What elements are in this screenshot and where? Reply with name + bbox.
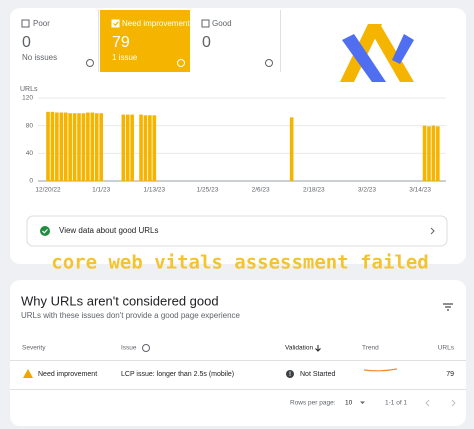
x-tick-label: 3/2/23 <box>358 187 376 194</box>
bar <box>63 112 68 181</box>
bar <box>46 111 50 181</box>
rows-per-page-label: Rows per page: <box>290 400 336 407</box>
bar <box>77 113 81 181</box>
column-header[interactable]: Trend <box>362 345 379 352</box>
check <box>42 228 48 234</box>
bar <box>81 113 86 181</box>
rows-per-page[interactable]: 10 <box>345 400 353 407</box>
bar <box>86 112 90 181</box>
section-title: Why URLs aren't considered good <box>21 293 219 308</box>
sort-arrow <box>315 345 321 352</box>
tab-detail: No issues <box>22 53 57 62</box>
bar <box>431 125 436 181</box>
dropdown-caret <box>360 401 365 404</box>
bar <box>121 114 126 181</box>
x-tick-label: 2/18/23 <box>303 187 325 194</box>
x-tick-label: 12/20/22 <box>35 187 61 194</box>
issue[interactable]: LCP issue: longer than 2.5s (mobile) <box>121 371 234 378</box>
column-header[interactable]: Validation <box>285 345 313 352</box>
status-icon-glyph: ! <box>289 372 291 378</box>
bar <box>152 115 157 181</box>
bar <box>422 125 427 181</box>
tab-count: 79 <box>112 34 130 51</box>
chart: URLs 0 40 80 120 12/20/22 1/1/23 1/13/23 1/25/2… <box>20 86 446 194</box>
bar <box>59 112 64 181</box>
trend-line <box>363 368 398 372</box>
tab-label: Good <box>212 19 232 28</box>
bar <box>148 115 152 181</box>
y-tick-label: 40 <box>26 150 34 157</box>
bar <box>50 111 55 181</box>
check-icon <box>40 226 50 236</box>
bar <box>125 114 130 181</box>
chevron <box>430 227 435 235</box>
x-tick-label: 1/13/23 <box>143 187 165 194</box>
status-icon <box>286 370 294 378</box>
y-tick-label: 0 <box>29 178 33 185</box>
column-header[interactable]: Severity <box>22 345 46 352</box>
help-icon[interactable] <box>86 59 94 67</box>
bar <box>99 113 103 181</box>
bar <box>94 113 99 181</box>
x-tick-label: 1/1/23 <box>92 187 110 194</box>
url-count: 79 <box>446 371 454 378</box>
bar <box>139 114 143 181</box>
validation: Not Started <box>300 371 336 378</box>
help-icon[interactable] <box>177 59 185 67</box>
help-icon[interactable] <box>265 59 273 67</box>
x-tick-label: 2/6/23 <box>252 187 270 194</box>
tab-label: Need improvement <box>122 19 190 28</box>
bar <box>143 115 148 181</box>
good-urls-link[interactable] <box>26 215 448 247</box>
column-header[interactable]: URLs <box>438 345 455 352</box>
bar <box>90 112 95 181</box>
checkbox[interactable] <box>201 19 210 28</box>
tab-detail: 1 issue <box>112 53 138 62</box>
link-text: View data about good URLs <box>59 226 158 235</box>
y-tick-label: 80 <box>26 122 34 129</box>
y-tick-label: 120 <box>22 95 33 102</box>
bar <box>427 126 431 181</box>
filter-icon[interactable] <box>443 303 453 311</box>
prev-page[interactable] <box>425 399 430 407</box>
checkbox[interactable] <box>111 19 120 28</box>
section-subtitle: URLs with these issues don't provide a g… <box>21 311 241 320</box>
help-icon[interactable] <box>142 344 150 352</box>
column-header[interactable]: Issue <box>121 345 137 352</box>
next-page[interactable] <box>451 399 456 407</box>
bar <box>130 114 134 181</box>
overlay-text: core web vitals assessment failed <box>51 252 429 274</box>
logo <box>340 24 414 82</box>
bar <box>436 126 440 181</box>
tab-count: 0 <box>22 34 31 51</box>
severity: Need improvement <box>38 371 97 378</box>
warning-icon <box>23 369 33 378</box>
x-tick-label: 3/14/23 <box>409 187 431 194</box>
bar <box>68 113 72 181</box>
checkbox[interactable] <box>21 19 30 28</box>
tab-count: 0 <box>202 34 211 51</box>
x-tick-label: 1/25/23 <box>197 187 219 194</box>
y-axis-label: URLs <box>20 86 38 93</box>
bar <box>289 117 294 181</box>
page-range: 1-1 of 1 <box>385 400 407 407</box>
bar <box>72 113 77 181</box>
bar <box>55 112 59 181</box>
check <box>113 21 119 27</box>
tab-label: Poor <box>33 19 50 28</box>
